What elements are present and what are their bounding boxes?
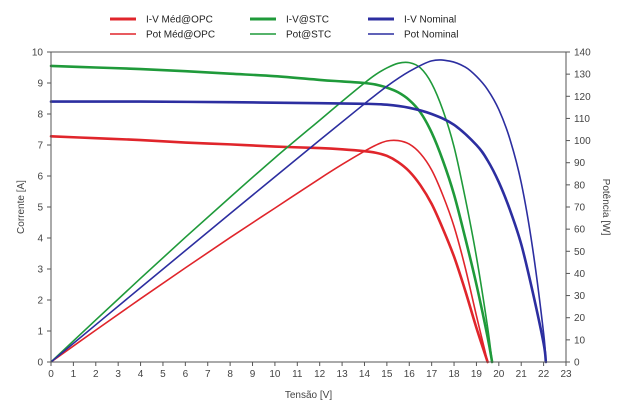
x-tick-label: 19 (471, 369, 483, 380)
y-right-tick-label: 80 (574, 180, 586, 191)
y-right-tick-label: 140 (574, 48, 591, 59)
y-right-tick-label: 30 (574, 291, 586, 302)
x-tick-label: 16 (404, 369, 416, 380)
y-left-tick-label: 7 (37, 141, 43, 152)
plot-frame (50, 51, 567, 363)
y-right-tick-label: 70 (574, 203, 586, 214)
series-line-3 (50, 61, 493, 363)
x-tick-label: 22 (538, 369, 550, 380)
series-line-2 (49, 64, 494, 364)
x-tick-label: 3 (115, 369, 121, 380)
y-right-tick-label: 60 (574, 225, 586, 236)
y-left-tick-label: 10 (32, 48, 44, 59)
y-left-tick-label: 2 (37, 296, 43, 307)
y-left-axis-title: Corrente [A] (16, 180, 27, 234)
x-tick-label: 14 (359, 369, 371, 380)
y-left-tick-label: 8 (37, 110, 43, 121)
y-left-tick-label: 1 (37, 327, 43, 338)
y-left-tick-label: 5 (37, 203, 43, 214)
x-tick-label: 0 (48, 369, 54, 380)
x-tick-label: 7 (205, 369, 211, 380)
y-right-tick-label: 110 (574, 114, 590, 125)
x-tick-label: 5 (160, 369, 166, 380)
series-line-4 (49, 100, 548, 364)
x-tick-label: 8 (227, 369, 233, 380)
x-tick-label: 15 (381, 369, 393, 380)
y-right-tick-label: 10 (574, 335, 586, 346)
series-line-0 (49, 135, 489, 364)
x-tick-label: 17 (426, 369, 438, 380)
x-tick-label: 4 (138, 369, 144, 380)
legend-label: I-V@STC (286, 15, 329, 26)
y-left-tick-label: 9 (37, 79, 43, 90)
x-tick-label: 2 (93, 369, 99, 380)
legend-label: Pot Méd@OPC (146, 30, 215, 41)
plot-lines (49, 59, 548, 364)
axes: 0 1 2 3 4 5 6 7 8 9 10 11 12 13 14 15 16 17 18 19 20 21 22 2301… (32, 48, 591, 381)
x-axis-title: Tensão [V] (285, 390, 332, 401)
y-left-tick-label: 0 (37, 358, 43, 369)
y-right-tick-label: 50 (574, 247, 586, 258)
x-tick-label: 10 (269, 369, 281, 380)
x-tick-label: 6 (183, 369, 189, 380)
legend-label: I-V Méd@OPC (146, 15, 213, 26)
legend: I-V Méd@OPC Pot Méd@OPC I-V@STC Pot@STC I-V … (110, 15, 458, 41)
y-left-tick-label: 4 (37, 234, 43, 245)
legend-label: Pot Nominal (404, 30, 458, 41)
x-tick-label: 21 (516, 369, 528, 380)
y-right-tick-label: 130 (574, 70, 591, 81)
y-right-tick-label: 90 (574, 158, 586, 169)
y-right-tick-label: 0 (574, 358, 580, 369)
x-tick-label: 12 (314, 369, 326, 380)
y-right-tick-label: 20 (574, 313, 586, 324)
y-left-tick-label: 3 (37, 265, 43, 276)
legend-label: Pot@STC (286, 30, 331, 41)
x-tick-label: 9 (250, 369, 256, 380)
series-line-1 (50, 139, 489, 363)
x-tick-label: 1 (71, 369, 77, 380)
y-right-tick-label: 100 (574, 136, 591, 147)
x-tick-label: 20 (493, 369, 505, 380)
x-tick-label: 23 (560, 369, 572, 380)
legend-label: I-V Nominal (404, 15, 456, 26)
x-tick-label: 13 (337, 369, 349, 380)
series-line-5 (50, 59, 547, 363)
y-right-axis-title: Potência [W] (600, 179, 611, 236)
y-left-tick-label: 6 (37, 172, 43, 183)
y-right-tick-label: 120 (574, 92, 591, 103)
x-tick-label: 11 (292, 369, 303, 380)
y-right-tick-label: 40 (574, 269, 586, 280)
x-tick-label: 18 (448, 369, 460, 380)
